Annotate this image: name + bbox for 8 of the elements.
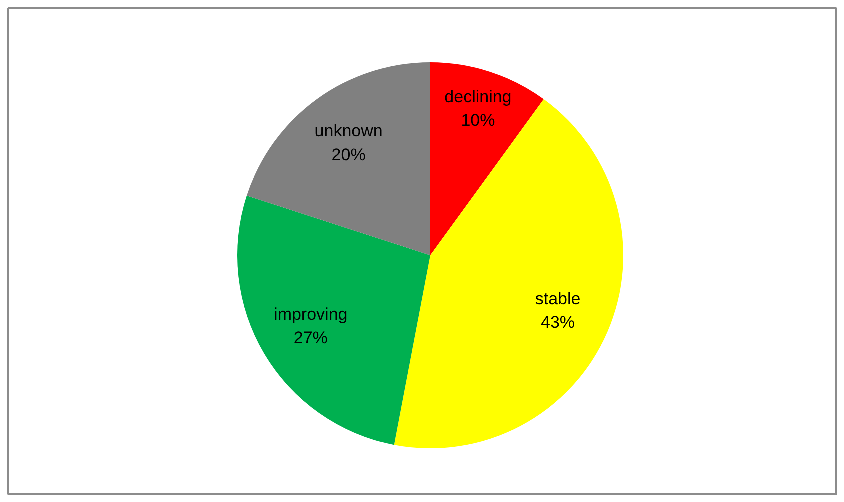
slice-label: stable [535,289,581,308]
slice-label: unknown [314,122,383,141]
data-label: 43% [541,313,576,332]
slice-label: declining [444,87,512,106]
data-label: 10% [461,111,496,130]
slice-label: improving [274,304,348,324]
data-label: 27% [294,328,328,348]
data-label: 20% [332,145,366,164]
